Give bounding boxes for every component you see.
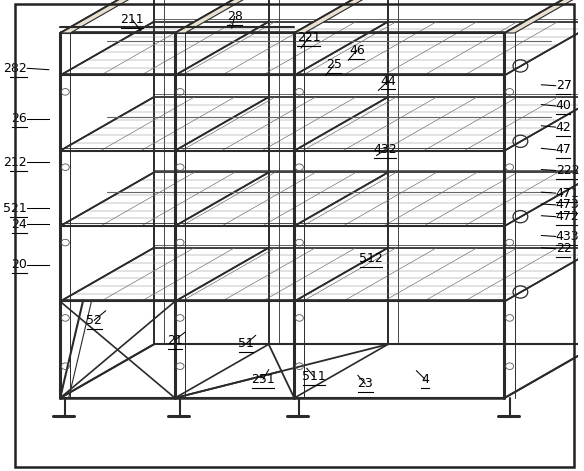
Text: 26: 26 [12,112,27,125]
Text: 221: 221 [297,31,320,44]
Text: 28: 28 [227,10,242,23]
Text: 23: 23 [357,377,373,390]
Text: 44: 44 [380,74,396,88]
Text: 51: 51 [238,337,254,350]
Text: 211: 211 [120,13,144,26]
Text: 432: 432 [373,143,397,156]
Polygon shape [505,0,584,33]
Text: 521: 521 [4,202,27,215]
Text: 24: 24 [12,218,27,231]
Text: 27: 27 [555,79,572,92]
Text: 40: 40 [555,99,572,113]
Text: 511: 511 [303,370,326,383]
Text: 282: 282 [4,62,27,75]
Polygon shape [294,0,398,33]
Text: 46: 46 [349,44,364,57]
Text: 20: 20 [11,258,27,271]
Text: 471: 471 [555,187,579,200]
Text: 42: 42 [555,121,571,134]
Text: 21: 21 [167,333,183,347]
Text: 251: 251 [251,373,275,386]
Text: 512: 512 [359,252,383,265]
Polygon shape [60,0,164,33]
Text: 433: 433 [555,230,579,243]
Text: 22: 22 [555,242,571,255]
Text: 47: 47 [555,143,572,156]
Text: 212: 212 [4,156,27,169]
Text: 25: 25 [326,58,342,72]
Text: 473: 473 [555,198,579,211]
Polygon shape [175,0,279,33]
Text: 52: 52 [86,314,102,327]
Text: 4: 4 [421,373,429,386]
Text: 222: 222 [555,164,579,177]
Text: 472: 472 [555,210,579,223]
